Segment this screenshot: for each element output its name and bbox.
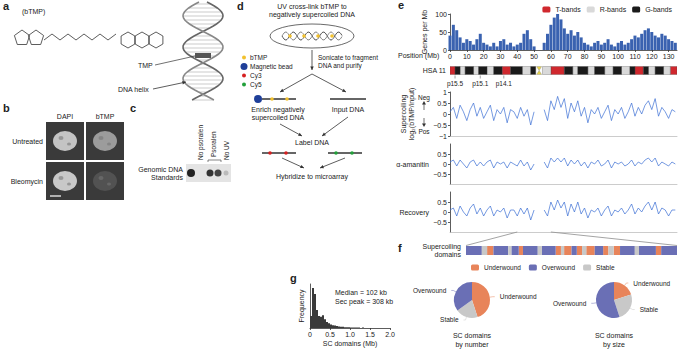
svg-text:Underwound: Underwound (633, 280, 670, 287)
svg-text:Magnetic bead: Magnetic bead (250, 63, 293, 71)
svg-text:bTMP: bTMP (96, 113, 115, 120)
svg-text:0.5: 0.5 (437, 151, 447, 158)
svg-text:Genes per Mb: Genes per Mb (421, 10, 429, 54)
svg-text:DNA helix: DNA helix (118, 86, 149, 93)
svg-text:100: 100 (435, 11, 447, 18)
svg-text:DNA and purify: DNA and purify (318, 62, 362, 70)
svg-text:Sonicate to fragment: Sonicate to fragment (318, 54, 378, 62)
svg-text:bTMP: bTMP (250, 54, 267, 61)
svg-text:Cy3: Cy3 (250, 72, 262, 80)
svg-text:80: 80 (581, 53, 589, 60)
svg-text:Frequency: Frequency (298, 289, 306, 323)
svg-text:TMP: TMP (138, 62, 153, 69)
svg-text:Underwound: Underwound (484, 264, 521, 271)
svg-text:40: 40 (513, 53, 521, 60)
svg-text:−0.5: −0.5 (433, 122, 447, 129)
svg-text:Cy5: Cy5 (250, 81, 262, 89)
svg-text:Genomic DNA: Genomic DNA (138, 166, 183, 173)
svg-text:Pos: Pos (418, 128, 430, 135)
svg-text:Psoralen: Psoralen (210, 131, 217, 157)
svg-text:G-bands: G-bands (645, 6, 672, 13)
svg-text:α-amanitin: α-amanitin (396, 161, 429, 168)
svg-text:−1: −1 (439, 133, 447, 140)
svg-text:p14.1: p14.1 (496, 80, 513, 88)
svg-text:90: 90 (597, 53, 605, 60)
svg-text:0: 0 (443, 161, 447, 168)
svg-text:f: f (398, 242, 402, 254)
svg-text:Median = 102 kb: Median = 102 kb (335, 289, 387, 296)
svg-text:Stable: Stable (440, 316, 459, 323)
svg-text:p15.1: p15.1 (472, 80, 489, 88)
svg-text:Untreated: Untreated (12, 138, 43, 145)
svg-text:by size: by size (603, 341, 625, 349)
svg-text:100: 100 (612, 53, 624, 60)
svg-text:−0.5: −0.5 (433, 219, 447, 226)
svg-text:−0.5: −0.5 (433, 171, 447, 178)
svg-text:p15.5: p15.5 (447, 80, 464, 88)
svg-text:domains: domains (435, 251, 462, 258)
svg-text:Hybridize to microarray: Hybridize to microarray (276, 173, 348, 181)
svg-text:0.5: 0.5 (437, 199, 447, 206)
svg-text:e: e (398, 0, 404, 11)
svg-text:120: 120 (646, 53, 658, 60)
svg-text:supercoiled DNA: supercoiled DNA (252, 114, 305, 122)
svg-text:Underwound: Underwound (500, 293, 537, 300)
svg-text:Overwound: Overwound (413, 287, 447, 294)
svg-text:Overwound: Overwound (542, 264, 576, 271)
svg-text:UV cross-link bTMP to: UV cross-link bTMP to (277, 3, 347, 10)
svg-text:d: d (237, 0, 244, 12)
svg-text:60: 60 (547, 53, 555, 60)
svg-text:Neg: Neg (418, 94, 430, 102)
svg-text:SC domains: SC domains (453, 332, 492, 339)
svg-text:130: 130 (663, 53, 675, 60)
svg-text:g: g (290, 272, 297, 284)
svg-text:by number: by number (455, 341, 489, 349)
svg-text:2.0: 2.0 (385, 331, 395, 338)
svg-text:log₂(bTMP/input): log₂(bTMP/input) (408, 88, 416, 141)
svg-text:Standards: Standards (151, 174, 183, 181)
svg-text:Position (Mb): Position (Mb) (398, 52, 439, 60)
svg-text:Input DNA: Input DNA (332, 106, 365, 114)
svg-text:1.0: 1.0 (345, 331, 355, 338)
svg-text:30: 30 (497, 53, 505, 60)
svg-text:Label DNA: Label DNA (295, 139, 329, 146)
svg-text:0: 0 (443, 47, 447, 54)
svg-text:70: 70 (564, 53, 572, 60)
svg-text:T-bands: T-bands (555, 6, 581, 13)
svg-text:Sec peak = 308 kb: Sec peak = 308 kb (335, 298, 393, 306)
svg-text:a: a (3, 0, 10, 12)
svg-text:20: 20 (480, 53, 488, 60)
svg-text:DAPI: DAPI (57, 113, 73, 120)
svg-text:SC domains (Mb): SC domains (Mb) (323, 340, 377, 348)
svg-text:Overwound: Overwound (553, 300, 587, 307)
svg-text:1: 1 (443, 89, 447, 96)
svg-text:Stable: Stable (596, 264, 615, 271)
svg-text:0: 0 (443, 209, 447, 216)
svg-text:b: b (3, 102, 10, 114)
svg-text:negatively supercoiled DNA: negatively supercoiled DNA (269, 11, 355, 19)
svg-text:10: 10 (463, 53, 471, 60)
svg-text:0.5: 0.5 (437, 100, 447, 107)
svg-text:(bTMP): (bTMP) (22, 8, 45, 16)
svg-text:SC domains: SC domains (595, 332, 634, 339)
svg-text:Recovery: Recovery (399, 209, 429, 217)
svg-text:c: c (130, 102, 136, 114)
svg-text:0: 0 (448, 53, 452, 60)
svg-text:50: 50 (439, 29, 447, 36)
svg-text:50: 50 (530, 53, 538, 60)
svg-text:Bleomycin: Bleomycin (11, 178, 43, 186)
svg-text:0: 0 (308, 331, 312, 338)
svg-text:Stable: Stable (640, 306, 659, 313)
svg-text:No psoralen: No psoralen (197, 125, 205, 160)
svg-text:R-bands: R-bands (600, 6, 627, 13)
svg-text:0: 0 (443, 111, 447, 118)
svg-text:0.5: 0.5 (325, 331, 335, 338)
svg-text:Supercoiling: Supercoiling (400, 95, 408, 134)
svg-text:No UV: No UV (223, 140, 230, 160)
svg-text:HSA 11: HSA 11 (423, 67, 446, 74)
svg-text:Supercoiling: Supercoiling (422, 243, 461, 251)
svg-text:1.5: 1.5 (365, 331, 375, 338)
svg-text:110: 110 (629, 53, 640, 60)
svg-text:Enrich negatively: Enrich negatively (251, 106, 305, 114)
